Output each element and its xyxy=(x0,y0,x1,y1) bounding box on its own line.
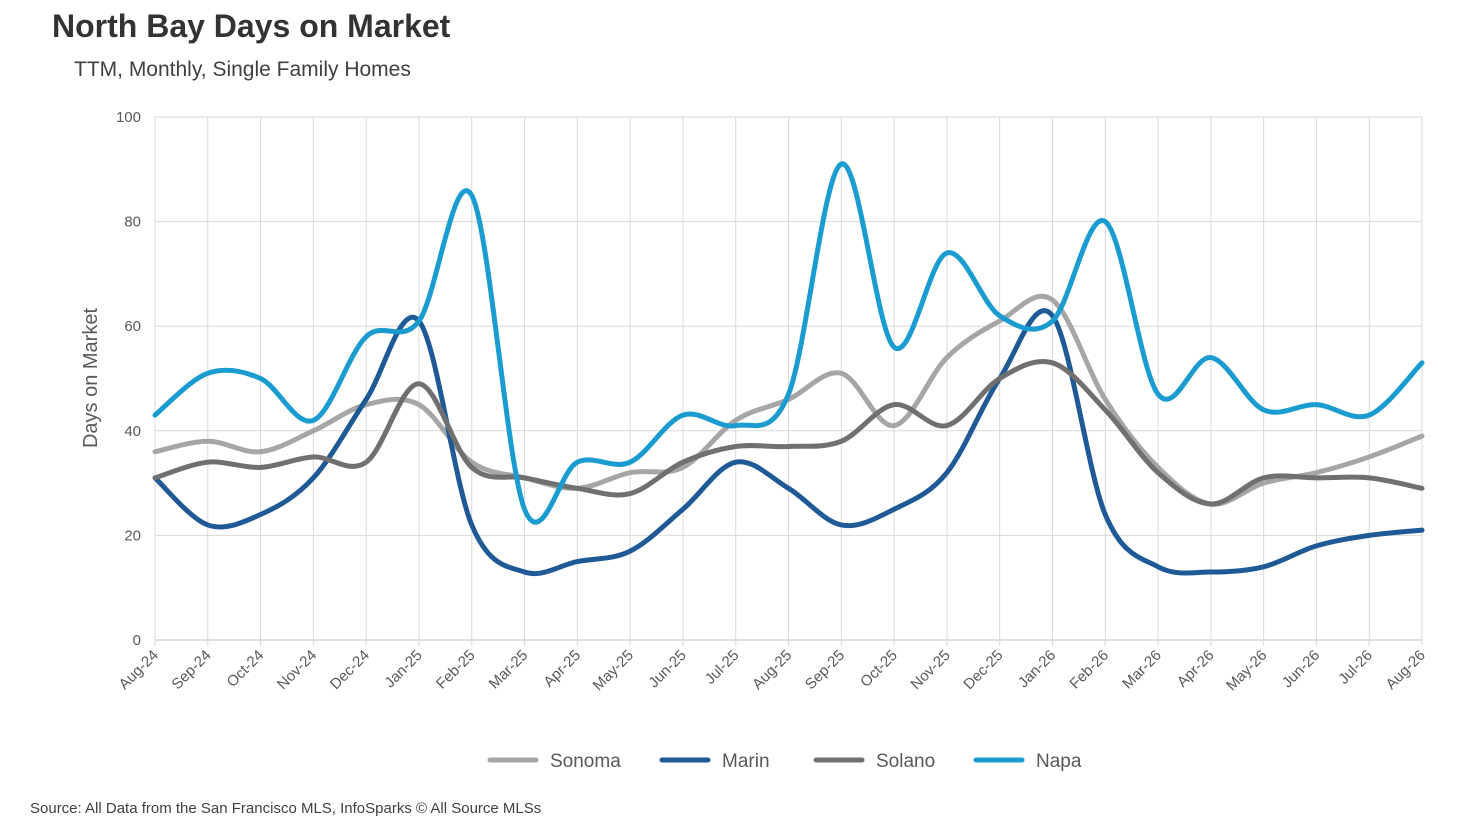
x-tick-label: Dec-24 xyxy=(327,647,373,693)
chart-title: North Bay Days on Market xyxy=(52,8,451,44)
x-tick-label: Feb-25 xyxy=(433,647,479,693)
chart-subtitle: TTM, Monthly, Single Family Homes xyxy=(74,58,411,81)
y-tick-label: 20 xyxy=(124,527,141,544)
x-tick-label: Aug-24 xyxy=(116,647,162,693)
x-tick-label: Jul-25 xyxy=(702,647,743,688)
x-tick-label: Sep-24 xyxy=(168,647,214,693)
x-tick-label: Jun-25 xyxy=(645,647,689,691)
y-tick-label: 60 xyxy=(124,318,141,335)
x-tick-label: Jan-26 xyxy=(1015,647,1059,691)
x-tick-label: Jan-25 xyxy=(381,647,425,691)
x-tick-label: Nov-24 xyxy=(274,647,320,693)
legend-label-sonoma: Sonoma xyxy=(550,751,621,772)
x-tick-label: Feb-26 xyxy=(1066,647,1112,693)
x-tick-label: Oct-25 xyxy=(857,647,901,691)
series-line-marin xyxy=(152,308,1425,576)
x-tick-label: Jun-26 xyxy=(1279,647,1323,691)
legend-label-marin: Marin xyxy=(722,751,770,772)
series-line-napa xyxy=(152,161,1425,525)
y-tick-label: 100 xyxy=(116,109,141,126)
x-tick-label: Dec-25 xyxy=(960,647,1006,693)
y-tick-label: 0 xyxy=(133,632,141,649)
x-tick-label: Sep-25 xyxy=(802,647,848,693)
x-tick-label: Mar-26 xyxy=(1119,647,1165,693)
y-axis-ticks: 0 20 40 60 80 100 xyxy=(116,109,141,649)
x-tick-label: Aug-26 xyxy=(1383,647,1429,693)
x-tick-label: Apr-25 xyxy=(540,647,584,691)
x-tick-label: May-26 xyxy=(1223,647,1270,694)
y-axis-label: Days on Market xyxy=(80,308,102,448)
series-line-solano xyxy=(152,359,1425,507)
legend-label-napa: Napa xyxy=(1036,751,1082,772)
grid-lines xyxy=(154,116,1423,646)
legend: Sonoma Marin Solano Napa xyxy=(487,751,1082,772)
x-tick-label: Mar-25 xyxy=(486,647,532,693)
x-tick-label: Aug-25 xyxy=(749,647,795,693)
legend-label-solano: Solano xyxy=(876,751,935,772)
y-tick-label: 80 xyxy=(124,214,141,231)
source-note: Source: All Data from the San Francisco … xyxy=(30,800,542,817)
series-lines xyxy=(152,161,1425,576)
x-tick-label: Oct-24 xyxy=(224,647,268,691)
x-tick-label: May-25 xyxy=(590,647,637,694)
x-tick-label: Apr-26 xyxy=(1174,647,1218,691)
x-axis-ticks: Aug-24 Sep-24 Oct-24 Nov-24 Dec-24 Jan-25 Feb-… xyxy=(116,647,1429,694)
x-tick-label: Nov-25 xyxy=(907,647,953,693)
y-tick-label: 40 xyxy=(124,423,141,440)
x-tick-label: Jul-26 xyxy=(1335,647,1376,688)
